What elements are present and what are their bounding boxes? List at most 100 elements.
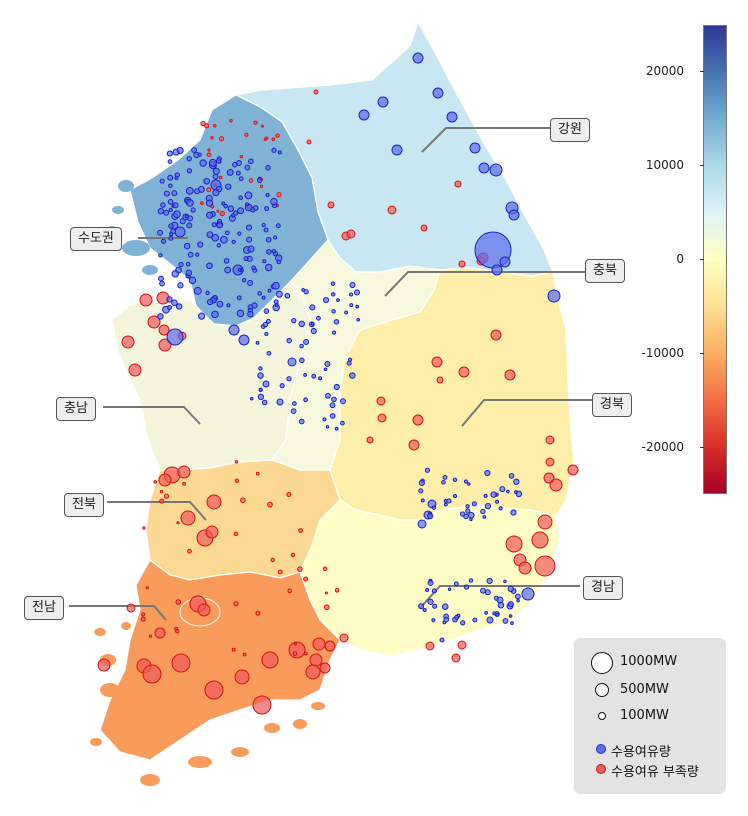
capacity-bubble (255, 471, 260, 476)
capacity-bubble (159, 498, 165, 504)
legend-size-medium-label: 500MW (620, 682, 669, 697)
capacity-bubble (387, 205, 397, 215)
capacity-bubble (184, 214, 189, 219)
capacity-bubble (497, 601, 505, 609)
capacity-bubble (299, 357, 305, 364)
capacity-bubble (513, 478, 520, 485)
capacity-bubble (331, 309, 336, 314)
capacity-bubble (158, 275, 164, 282)
capacity-bubble (206, 231, 214, 239)
capacity-bubble (212, 167, 220, 175)
capacity-bubble (284, 292, 291, 299)
capacity-bubble (148, 634, 153, 638)
capacity-bubble (186, 168, 193, 174)
capacity-bubble (226, 303, 231, 308)
capacity-bubble (484, 469, 491, 477)
capacity-bubble (333, 319, 340, 325)
capacity-bubble (233, 210, 239, 216)
capacity-bubble (468, 511, 475, 519)
capacity-bubble (491, 264, 503, 276)
capacity-bubble (236, 295, 242, 301)
legend: 1000MW 500MW 100MW 수용여유량 수용여유 부족량 (574, 638, 726, 794)
capacity-bubble (349, 372, 356, 379)
capacity-bubble (236, 309, 245, 318)
capacity-bubble (521, 587, 535, 601)
capacity-bubble (163, 493, 170, 499)
capacity-bubble (185, 186, 194, 195)
capacity-bubble (264, 331, 269, 337)
capacity-bubble (234, 460, 239, 464)
capacity-bubble (446, 111, 458, 123)
capacity-bubble (458, 260, 466, 268)
capacity-bubble (330, 281, 336, 286)
capacity-bubble (431, 588, 437, 594)
capacity-bubble (412, 414, 424, 426)
capacity-bubble (259, 184, 264, 189)
colorbar (703, 25, 727, 494)
capacity-bubble (309, 304, 316, 311)
capacity-bubble (158, 473, 172, 487)
capacity-bubble (157, 207, 165, 215)
capacity-bubble (175, 628, 180, 634)
capacity-bubble (490, 329, 502, 341)
capacity-bubble (183, 242, 191, 250)
capacity-bubble (270, 197, 278, 206)
capacity-bubble (204, 680, 224, 700)
capacity-bubble (469, 517, 473, 522)
capacity-bubble (212, 189, 220, 197)
capacity-bubble (327, 201, 335, 209)
capacity-bubble (292, 651, 298, 656)
capacity-bubble (258, 387, 263, 392)
capacity-bubble (185, 269, 193, 277)
capacity-bubble (420, 498, 425, 503)
capacity-bubble (194, 188, 201, 195)
capacity-bubble (346, 229, 356, 239)
capacity-bubble (176, 521, 180, 525)
capacity-bubble (277, 569, 283, 575)
capacity-bubble (261, 295, 266, 300)
capacity-bubble (287, 588, 292, 594)
capacity-bubble (498, 506, 503, 511)
capacity-bubble (349, 303, 354, 308)
capacity-bubble (417, 519, 427, 529)
capacity-bubble (195, 252, 200, 257)
capacity-bubble (247, 280, 254, 287)
capacity-bubble (197, 241, 204, 248)
capacity-bubble (288, 641, 306, 659)
capacity-bubble (303, 339, 310, 346)
capacity-bubble (480, 587, 486, 594)
capacity-bubble (322, 296, 330, 304)
capacity-bubble (319, 662, 331, 674)
capacity-bubble (344, 310, 349, 315)
capacity-bubble (324, 360, 331, 367)
capacity-bubble (346, 360, 352, 366)
capacity-bubble (486, 577, 493, 585)
capacity-bubble (221, 201, 226, 206)
capacity-bubble (442, 474, 448, 480)
capacity-bubble (234, 478, 240, 483)
legend-size-large-icon (591, 652, 613, 674)
capacity-bubble (186, 222, 193, 229)
capacity-bubble (358, 109, 370, 121)
capacity-bubble (468, 578, 474, 583)
label-gangwon: 강원 (550, 118, 590, 142)
capacity-bubble (216, 209, 220, 213)
capacity-bubble (323, 367, 328, 372)
capacity-bubble (490, 491, 497, 498)
capacity-bubble (323, 604, 330, 611)
capacity-bubble (303, 372, 308, 377)
capacity-bubble (216, 222, 223, 229)
capacity-bubble (515, 593, 521, 600)
capacity-bubble (190, 207, 196, 213)
capacity-bubble (262, 321, 269, 328)
legend-size-large-label: 1000MW (620, 654, 678, 669)
capacity-bubble (463, 584, 470, 590)
capacity-bubble (158, 253, 163, 258)
capacity-bubble (266, 350, 272, 356)
capacity-bubble (329, 413, 336, 419)
capacity-bubble (303, 397, 308, 403)
capacity-bubble (231, 239, 236, 244)
capacity-bubble (255, 340, 260, 345)
capacity-bubble (334, 426, 339, 431)
capacity-bubble (412, 52, 424, 64)
